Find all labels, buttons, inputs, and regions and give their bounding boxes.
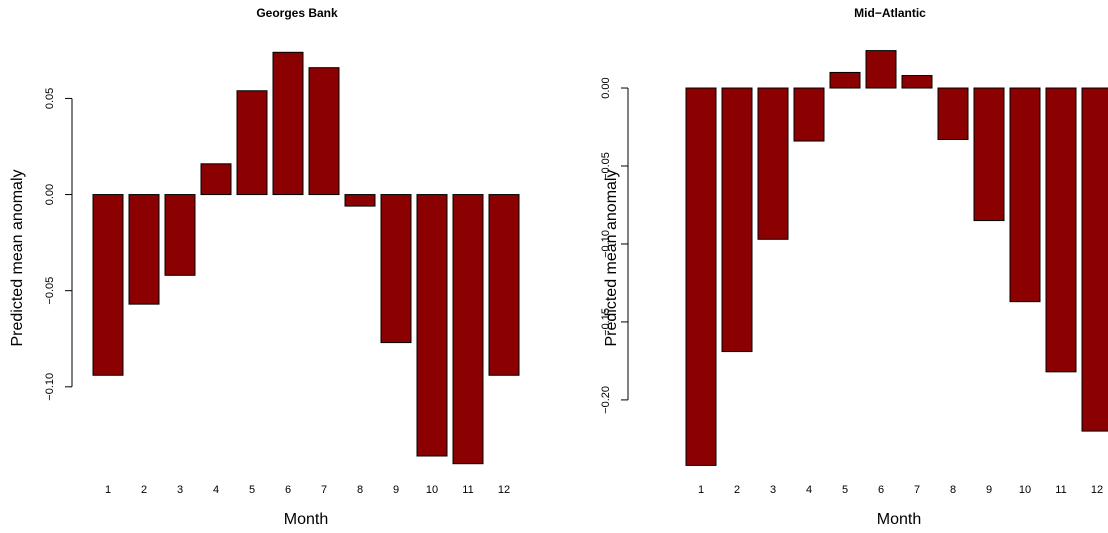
x-tick-label: 7 bbox=[914, 484, 920, 496]
bar bbox=[164, 194, 196, 276]
x-tick-label: 5 bbox=[249, 484, 255, 496]
x-tick-label: 11 bbox=[1055, 484, 1066, 496]
bar bbox=[200, 163, 232, 196]
y-tick-label: −0.10 bbox=[44, 373, 56, 401]
x-tick-label: 3 bbox=[177, 484, 183, 496]
y-tick-label: 0.00 bbox=[44, 184, 56, 205]
bar bbox=[937, 87, 969, 140]
bar bbox=[92, 194, 124, 376]
chart-title: Mid−Atlantic bbox=[854, 6, 926, 20]
bar bbox=[793, 87, 825, 142]
bar bbox=[685, 87, 717, 466]
x-axis-label: Month bbox=[877, 511, 921, 528]
bar bbox=[721, 87, 753, 353]
bar bbox=[1081, 87, 1108, 432]
x-tick-label: 3 bbox=[770, 484, 776, 496]
x-tick-label: 4 bbox=[806, 484, 812, 496]
y-tick-label: −0.20 bbox=[600, 386, 612, 414]
x-tick-label: 7 bbox=[321, 484, 327, 496]
bar bbox=[488, 194, 520, 376]
x-tick-label: 8 bbox=[357, 484, 363, 496]
bar bbox=[829, 71, 861, 89]
x-tick-label: 4 bbox=[213, 484, 219, 496]
bar bbox=[1009, 87, 1041, 303]
y-tick-label: −0.05 bbox=[600, 152, 612, 180]
x-tick-label: 6 bbox=[285, 484, 291, 496]
bar bbox=[272, 51, 304, 196]
y-tick-label: −0.05 bbox=[44, 277, 56, 305]
x-tick-label: 8 bbox=[950, 484, 956, 496]
bar bbox=[128, 194, 160, 305]
bar bbox=[380, 194, 412, 344]
y-axis-label: Predicted mean anomaly bbox=[603, 170, 620, 347]
x-tick-label: 9 bbox=[393, 484, 399, 496]
bar bbox=[865, 50, 897, 89]
x-tick-label: 5 bbox=[842, 484, 848, 496]
bar bbox=[757, 87, 789, 240]
y-axis-label: Predicted mean anomaly bbox=[9, 170, 26, 347]
bar bbox=[452, 194, 484, 465]
x-tick-label: 12 bbox=[498, 484, 510, 496]
bar bbox=[308, 67, 340, 196]
bar bbox=[1045, 87, 1077, 373]
bar bbox=[416, 194, 448, 457]
chart-title: Georges Bank bbox=[256, 6, 338, 20]
x-tick-label: 12 bbox=[1091, 484, 1103, 496]
bar bbox=[344, 194, 376, 207]
y-tick-label: −0.15 bbox=[600, 308, 612, 336]
x-tick-label: 2 bbox=[734, 484, 740, 496]
x-tick-label: 6 bbox=[878, 484, 884, 496]
x-tick-label: 11 bbox=[462, 484, 473, 496]
y-tick-label: 0.05 bbox=[44, 88, 56, 109]
y-tick-label: 0.00 bbox=[600, 77, 612, 98]
x-tick-label: 2 bbox=[141, 484, 147, 496]
x-tick-label: 1 bbox=[105, 484, 111, 496]
x-tick-label: 9 bbox=[986, 484, 992, 496]
x-tick-label: 10 bbox=[426, 484, 438, 496]
y-tick-label: −0.10 bbox=[600, 230, 612, 258]
x-axis-label: Month bbox=[284, 511, 328, 528]
x-tick-label: 10 bbox=[1019, 484, 1031, 496]
bar bbox=[901, 75, 933, 89]
bar bbox=[973, 87, 1005, 222]
x-tick-label: 1 bbox=[698, 484, 704, 496]
bar bbox=[236, 90, 268, 196]
